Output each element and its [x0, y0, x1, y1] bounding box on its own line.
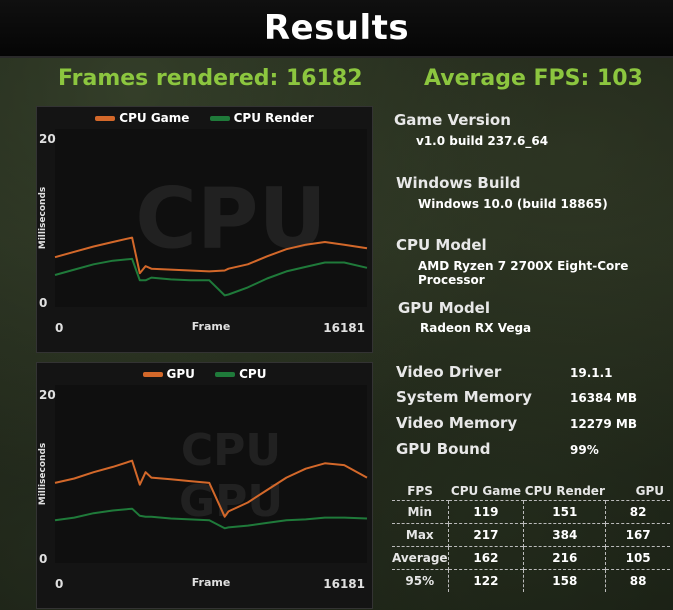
table-cell: 151 — [523, 500, 606, 524]
video-memory-label: Video Memory — [396, 414, 518, 432]
legend-swatch-green — [215, 372, 236, 377]
y-axis-label: Milliseconds — [38, 187, 48, 249]
table-row: 95% 122 158 88 — [392, 569, 670, 592]
y-axis-label: Milliseconds — [38, 443, 48, 505]
system-memory-label: System Memory — [396, 388, 532, 406]
col-header: CPU Render — [524, 484, 605, 498]
col-header: FPS — [407, 484, 433, 498]
gpu-chart-legend: GPU CPU — [37, 367, 372, 381]
y-tick-label: 20 — [39, 132, 56, 146]
y-tick-label: 20 — [39, 388, 56, 402]
x-tick-label: 16181 — [323, 577, 365, 591]
video-driver-value: 19.1.1 — [570, 366, 613, 380]
chart-svg: CPU 20 0 Milliseconds 0 16181 Frame — [38, 129, 368, 335]
x-tick-label: 16181 — [323, 321, 365, 335]
chart-watermark: GPU — [179, 476, 283, 527]
legend-item-cpu-render: CPU Render — [209, 111, 314, 125]
col-header: GPU — [635, 484, 664, 498]
series-line-gpu — [54, 459, 368, 518]
legend-label: CPU — [239, 367, 267, 381]
gpu-model-value: Radeon RX Vega — [420, 321, 532, 335]
table-cell: 217 — [447, 523, 524, 547]
y-tick-label: 0 — [39, 296, 47, 310]
game-version-label: Game Version — [394, 111, 511, 129]
table-cell: 82 — [605, 500, 670, 524]
gpu-bound-label: GPU Bound — [396, 440, 491, 458]
legend-label: GPU — [166, 367, 195, 381]
table-cell: 162 — [447, 546, 524, 570]
legend-label: CPU Game — [119, 111, 190, 125]
average-fps-stat: Average FPS: 103 — [424, 66, 643, 91]
cpu-model-value: AMD Ryzen 7 2700X Eight-Core Processor — [418, 259, 629, 287]
gpu-chart: CPU GPU 20 0 Milliseconds 0 16181 Frame GPU CPU — [36, 362, 373, 609]
series-line-cpu-render — [54, 257, 368, 297]
x-axis-label: Frame — [192, 320, 231, 333]
row-label: Max — [392, 523, 449, 547]
table-cell: 167 — [605, 523, 670, 547]
windows-build-label: Windows Build — [396, 174, 521, 192]
cpu-chart-legend: CPU Game CPU Render — [37, 111, 372, 125]
cpu-chart: CPU 20 0 Milliseconds 0 16181 Frame CPU Game C… — [36, 106, 373, 353]
video-memory-value: 12279 MB — [570, 417, 638, 431]
legend-item-cpu: CPU — [215, 367, 266, 381]
series-line-cpu — [54, 507, 368, 530]
chart-watermark: CPU — [181, 425, 281, 476]
legend-label: CPU Render — [233, 111, 314, 125]
legend-item-cpu-game: CPU Game — [95, 111, 189, 125]
legend-swatch-orange — [142, 372, 163, 377]
fps-table: FPS CPU Game CPU Render GPU Min 119 151 … — [392, 482, 670, 592]
table-cell: 119 — [447, 500, 524, 524]
table-row: Max 217 384 167 — [392, 523, 670, 547]
table-cell: 88 — [605, 569, 670, 592]
plot-area — [55, 385, 367, 563]
table-row: Min 119 151 82 — [392, 500, 670, 524]
row-label: Average — [392, 546, 449, 570]
table-row: Average 162 216 105 — [392, 546, 670, 570]
x-axis-label: Frame — [192, 576, 231, 589]
table-cell: 105 — [605, 546, 670, 570]
table-cell: 122 — [447, 569, 524, 592]
table-cell: 158 — [523, 569, 606, 592]
gpu-model-label: GPU Model — [398, 299, 490, 317]
x-tick-label: 0 — [55, 321, 63, 335]
row-label: 95% — [392, 569, 449, 592]
title-banner: Results — [0, 0, 673, 58]
series-line-cpu-game — [54, 236, 368, 275]
game-version-value: v1.0 build 237.6_64 — [416, 134, 549, 148]
y-tick-label: 0 — [39, 552, 47, 566]
chart-watermark: CPU — [135, 169, 326, 267]
plot-area — [55, 129, 367, 307]
x-tick-label: 0 — [55, 577, 63, 591]
gpu-bound-value: 99% — [570, 443, 599, 457]
page-title: Results — [263, 8, 410, 48]
system-memory-value: 16384 MB — [570, 391, 638, 405]
col-header: CPU Game — [450, 484, 522, 498]
video-driver-label: Video Driver — [396, 363, 502, 381]
legend-swatch-green — [209, 116, 230, 121]
fps-table-header: FPS CPU Game CPU Render GPU — [392, 482, 670, 501]
legend-swatch-orange — [95, 116, 116, 121]
cpu-model-label: CPU Model — [396, 236, 487, 254]
table-cell: 216 — [523, 546, 606, 570]
table-cell: 384 — [523, 523, 606, 547]
row-label: Min — [392, 500, 449, 524]
legend-item-gpu: GPU — [142, 367, 195, 381]
windows-build-value: Windows 10.0 (build 18865) — [418, 197, 608, 211]
frames-rendered-stat: Frames rendered: 16182 — [58, 66, 363, 91]
